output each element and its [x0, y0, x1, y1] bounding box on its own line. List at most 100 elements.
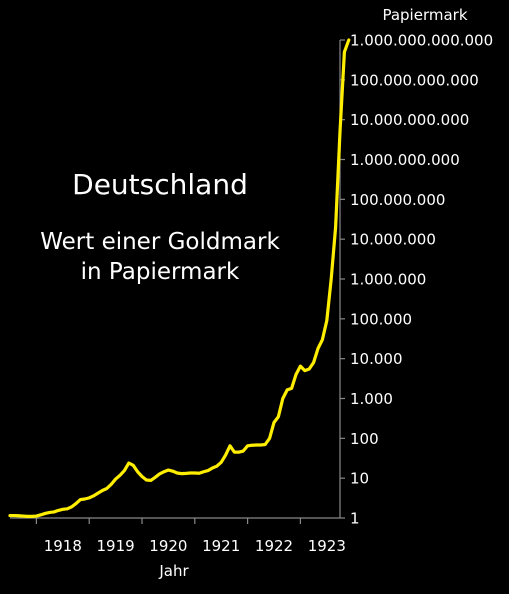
data-point [48, 511, 51, 514]
data-point [22, 514, 25, 518]
data-point [325, 319, 328, 322]
y-axis-title: Papiermark [382, 6, 467, 24]
data-point [268, 437, 271, 440]
data-point [347, 38, 350, 42]
y-tick-label: 1.000.000 [350, 271, 426, 289]
data-point [237, 450, 240, 454]
data-point [321, 338, 324, 341]
x-tick-label: 1919 [97, 537, 135, 555]
x-tick-label: 1923 [308, 537, 346, 555]
y-tick-label: 100.000.000.000 [350, 71, 479, 89]
data-point [136, 470, 139, 473]
data-point [303, 369, 306, 372]
data-point [44, 512, 47, 515]
data-point [308, 367, 311, 371]
data-point [167, 468, 170, 472]
data-point [83, 497, 87, 501]
data-point [312, 361, 315, 364]
data-point [162, 470, 166, 473]
chart-subtitle-line-2: in Papiermark [81, 259, 240, 285]
data-point [61, 508, 64, 511]
data-point [215, 464, 218, 468]
y-tick-label: 100.000.000 [350, 191, 445, 209]
data-point [132, 464, 135, 467]
data-point [96, 491, 100, 495]
data-point [286, 388, 289, 392]
data-point [39, 513, 42, 517]
data-point [176, 471, 179, 475]
data-point [101, 489, 104, 492]
data-point [105, 487, 109, 490]
data-point [17, 514, 20, 517]
x-axis-title: Jahr [158, 562, 189, 580]
y-tick-label: 100.000 [350, 310, 412, 328]
data-point [343, 50, 346, 54]
data-point [26, 515, 29, 518]
data-point [224, 453, 227, 457]
data-point [57, 509, 60, 512]
data-point [140, 475, 144, 478]
data-point [127, 461, 130, 465]
data-point [290, 387, 293, 390]
data-point [114, 477, 117, 481]
data-point [118, 474, 122, 477]
data-point [272, 421, 276, 424]
data-point [277, 415, 280, 418]
data-point [334, 225, 337, 229]
data-point [281, 397, 284, 400]
data-point [228, 444, 232, 447]
chart-subtitle-line-1: Wert einer Goldmark [40, 229, 280, 255]
data-point [233, 450, 236, 454]
data-point [202, 470, 205, 473]
data-point [220, 461, 223, 464]
series-layer [8, 38, 351, 518]
data-point [123, 469, 126, 472]
y-tick-label: 100 [350, 430, 379, 448]
y-tick-label: 10 [350, 470, 369, 488]
data-point [246, 444, 249, 447]
data-point [8, 514, 12, 517]
data-point [66, 507, 69, 511]
data-point [70, 505, 73, 509]
y-axis: 1 10 100 1.000 10.000 100.000 1.000.000 10.000.… [339, 32, 493, 528]
data-point [189, 471, 192, 475]
data-point [206, 469, 210, 472]
x-tick-label: 1921 [202, 537, 240, 555]
data-point [13, 514, 16, 517]
x-tick-label: 1920 [149, 537, 187, 555]
data-point [180, 472, 183, 475]
data-point [294, 373, 298, 376]
data-point [92, 494, 95, 498]
data-point [255, 443, 258, 447]
data-point [259, 443, 262, 447]
y-tick-label: 1 [350, 510, 360, 528]
data-point [211, 466, 214, 470]
y-tick-label: 1.000.000.000.000 [350, 32, 493, 50]
data-point [79, 498, 82, 501]
data-point [299, 364, 302, 368]
data-point [171, 469, 174, 473]
y-tick-label: 1.000 [350, 390, 393, 408]
data-point [30, 515, 34, 518]
chart-title: Deutschland [72, 168, 248, 201]
y-tick-label: 10.000.000.000 [350, 111, 469, 129]
data-point [74, 502, 78, 505]
data-point [264, 443, 267, 446]
data-point [154, 476, 157, 479]
data-point [88, 496, 91, 500]
y-tick-label: 10.000 [350, 350, 403, 368]
y-tick-label: 1.000.000.000 [350, 151, 460, 169]
data-point [184, 472, 188, 475]
data-point [242, 449, 245, 453]
x-tick-label: 1918 [44, 537, 82, 555]
data-point [330, 277, 333, 281]
y-tick-label: 10.000.000 [350, 231, 436, 249]
data-point [193, 471, 196, 475]
data-point [145, 478, 148, 482]
data-point [35, 514, 38, 518]
data-point [198, 472, 201, 475]
data-point [110, 483, 113, 486]
data-point [158, 472, 161, 476]
